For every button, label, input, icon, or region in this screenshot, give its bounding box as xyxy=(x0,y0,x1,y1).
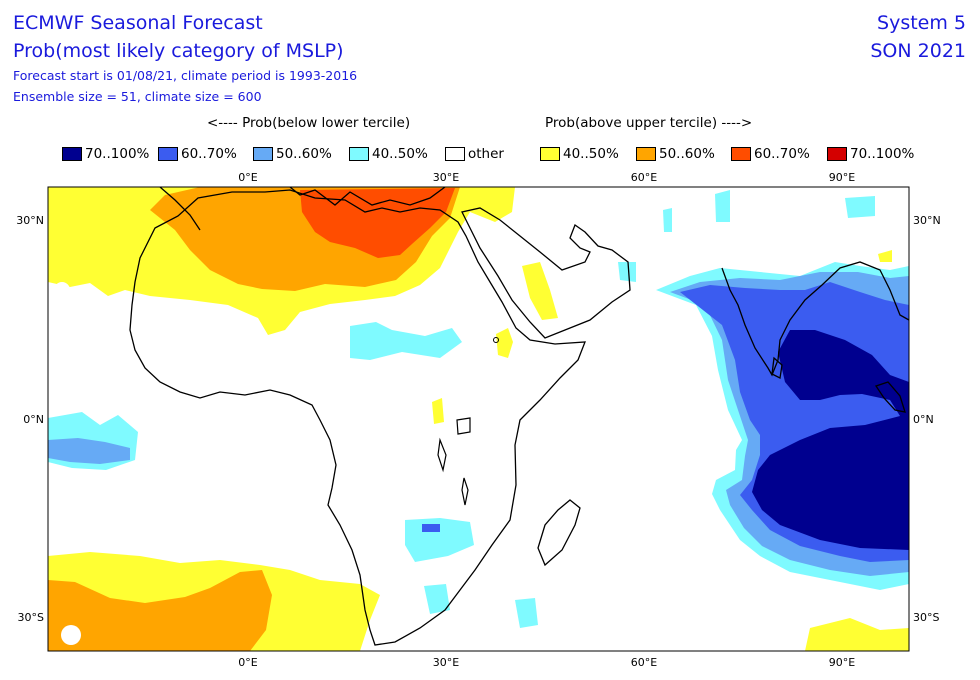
legend-label: 60..70% xyxy=(181,146,237,162)
lon-ticks-bottom: 0°E 30°E 60°E 90°E xyxy=(238,656,855,669)
region-above-40-50-horn xyxy=(496,328,513,358)
region-other-hole xyxy=(54,282,70,298)
probability-field xyxy=(48,187,909,651)
region-below-40-50-ne-spot xyxy=(845,196,875,218)
legend-item-above-60-70: 60..70% xyxy=(731,146,810,162)
mediterranean-coastline xyxy=(289,187,446,206)
legend-label: other xyxy=(468,146,504,162)
lon-tick-label: 90°E xyxy=(829,171,855,184)
lat-tick-label: 30°N xyxy=(16,214,44,227)
map-subtitle: Prob(most likely category of MSLP) xyxy=(13,40,344,62)
sri-lanka-coastline xyxy=(771,356,783,379)
legend-item-below-70-100: 70..100% xyxy=(62,146,149,162)
legend-item-above-40-50: 40..50% xyxy=(540,146,619,162)
legend-label: 70..100% xyxy=(850,146,915,162)
africa-coastline xyxy=(129,189,586,646)
lat-ticks-right: 30°N 0°N 30°S xyxy=(913,214,941,624)
region-below-40-50-sa-edge xyxy=(515,598,538,628)
region-above-40-50-arabia xyxy=(522,262,558,320)
region-above-40-50-ne xyxy=(878,250,892,262)
forecast-info: Forecast start is 01/08/21, climate peri… xyxy=(13,68,358,83)
region-above-40-50-center xyxy=(432,398,444,424)
sumatra-coastline xyxy=(874,381,906,413)
lake-malawi xyxy=(461,477,469,506)
legend-swatch xyxy=(827,147,847,161)
legend-label: 40..50% xyxy=(563,146,619,162)
lon-tick-label: 60°E xyxy=(631,656,657,669)
lat-tick-label: 30°S xyxy=(913,611,939,624)
legend-label: 50..60% xyxy=(659,146,715,162)
legend-below-header: <---- Prob(below lower tercile) xyxy=(207,115,411,131)
arabia-coastline xyxy=(461,207,631,339)
season-label: SON 2021 xyxy=(870,40,966,62)
lon-ticks-top: 0°E 30°E 60°E 90°E xyxy=(238,171,855,184)
legend-item-above-50-60: 50..60% xyxy=(636,146,715,162)
lake-tanganyika xyxy=(437,437,447,473)
legend-item-below-40-50: 40..50% xyxy=(349,146,428,162)
legend-label: 60..70% xyxy=(754,146,810,162)
region-below-60-70-south-africa xyxy=(422,524,440,532)
lat-ticks-left: 30°N 0°N 30°S xyxy=(16,214,44,624)
lon-tick-label: 60°E xyxy=(631,171,657,184)
lake-tana xyxy=(493,337,499,343)
system-label: System 5 xyxy=(877,12,966,34)
legend-label: 70..100% xyxy=(85,146,150,162)
legend-swatch xyxy=(445,147,465,161)
legend-item-above-70-100: 70..100% xyxy=(827,146,914,162)
legend-item-below-60-70: 60..70% xyxy=(158,146,237,162)
legend-above-header: Prob(above upper tercile) ----> xyxy=(545,115,753,131)
legend-swatch xyxy=(158,147,178,161)
region-below-40-50-ne-spot3 xyxy=(663,208,672,232)
lat-tick-label: 0°N xyxy=(913,413,934,426)
lat-tick-label: 30°N xyxy=(913,214,941,227)
region-below-40-50-sudan xyxy=(350,322,462,360)
region-below-40-50-sa-south xyxy=(424,584,450,614)
legend-label: 50..60% xyxy=(276,146,332,162)
region-below-40-50-arabia xyxy=(618,262,636,282)
legend-item-below-50-60: 50..60% xyxy=(253,146,332,162)
lon-tick-label: 0°E xyxy=(238,171,257,184)
legend-swatch xyxy=(540,147,560,161)
legend-swatch xyxy=(636,147,656,161)
legend-swatch xyxy=(253,147,273,161)
region-above-60-70-libya xyxy=(300,188,455,258)
map-title: ECMWF Seasonal Forecast xyxy=(13,12,263,34)
lat-tick-label: 0°N xyxy=(23,413,44,426)
madagascar-coastline xyxy=(537,499,581,567)
region-below-70-100-indian-ocean xyxy=(752,330,909,550)
region-above-50-60-south-atlantic xyxy=(48,570,272,651)
lon-tick-label: 30°E xyxy=(433,171,459,184)
india-coastline xyxy=(721,261,909,377)
europe-coastline xyxy=(159,187,201,231)
legend-label: 40..50% xyxy=(372,146,428,162)
lon-tick-label: 30°E xyxy=(433,656,459,669)
lat-tick-label: 30°S xyxy=(18,611,44,624)
legend-item-other: other xyxy=(445,146,504,162)
region-below-40-50-ne-spot2 xyxy=(715,190,730,222)
ensemble-info: Ensemble size = 51, climate size = 600 xyxy=(13,89,262,104)
region-above-40-50-se xyxy=(805,618,909,651)
map-frame xyxy=(47,186,910,652)
lon-tick-label: 0°E xyxy=(238,656,257,669)
lake-victoria xyxy=(456,417,471,435)
legend-swatch xyxy=(731,147,751,161)
region-below-50-60-west-atlantic xyxy=(48,438,130,464)
region-other-hole xyxy=(61,625,81,645)
legend-swatch xyxy=(349,147,369,161)
legend-swatch xyxy=(62,147,82,161)
lon-tick-label: 90°E xyxy=(829,656,855,669)
